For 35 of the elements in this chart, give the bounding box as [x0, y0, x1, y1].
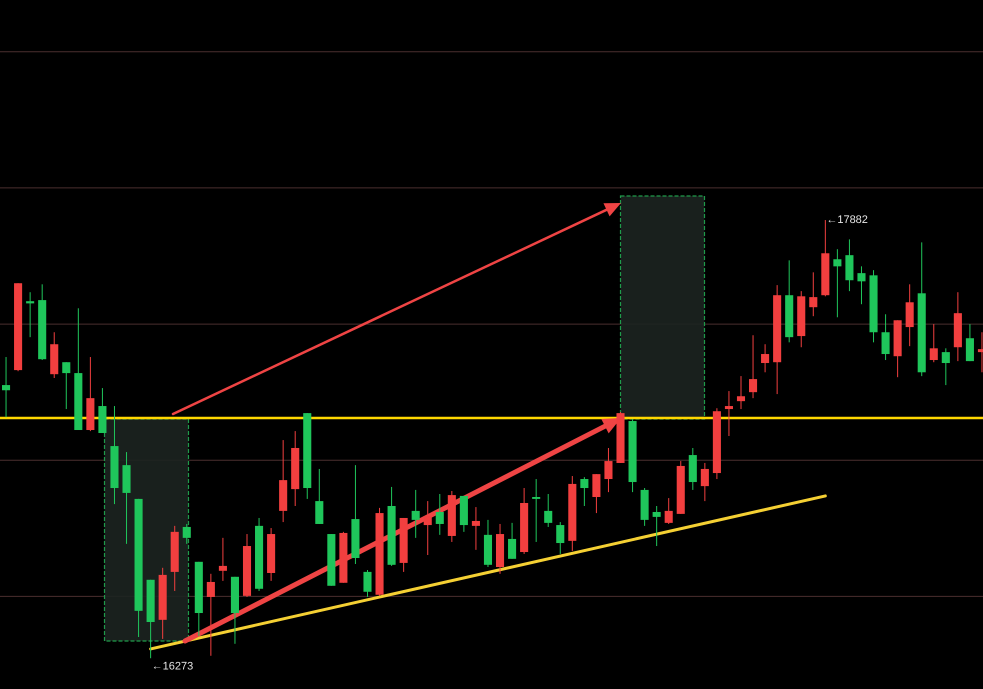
candlestick [315, 468, 324, 524]
candlestick [930, 324, 938, 363]
annotation: ←16273 [152, 660, 194, 672]
candlestick [882, 314, 890, 361]
candlestick [26, 292, 34, 338]
candlestick [62, 362, 70, 410]
candlestick [544, 494, 552, 528]
candlestick [508, 522, 516, 560]
candlestick [604, 447, 612, 493]
candlestick [363, 569, 372, 598]
candlestick [761, 344, 770, 373]
candlestick [664, 498, 673, 524]
candlestick [580, 476, 588, 506]
annotation: ←17882 [826, 214, 868, 226]
candlestick [724, 390, 733, 437]
candlestick [833, 248, 842, 318]
candlestick [472, 506, 480, 550]
candlestick [942, 348, 950, 386]
candlestick [206, 573, 215, 656]
candlestick [218, 537, 227, 582]
candlestick [809, 272, 818, 317]
candlestick [592, 474, 600, 514]
candlestick [736, 376, 746, 410]
candlestick [556, 522, 564, 554]
candlestick [424, 500, 432, 556]
candlestick [182, 523, 191, 544]
candlestick [966, 324, 974, 362]
candlestick [532, 478, 540, 542]
candlestick [436, 494, 444, 536]
candlestick [2, 356, 10, 418]
candlestick [749, 334, 758, 399]
candlestick [412, 489, 420, 538]
candlestick [700, 462, 709, 502]
candlestick [857, 266, 866, 305]
candlestick [652, 505, 661, 547]
